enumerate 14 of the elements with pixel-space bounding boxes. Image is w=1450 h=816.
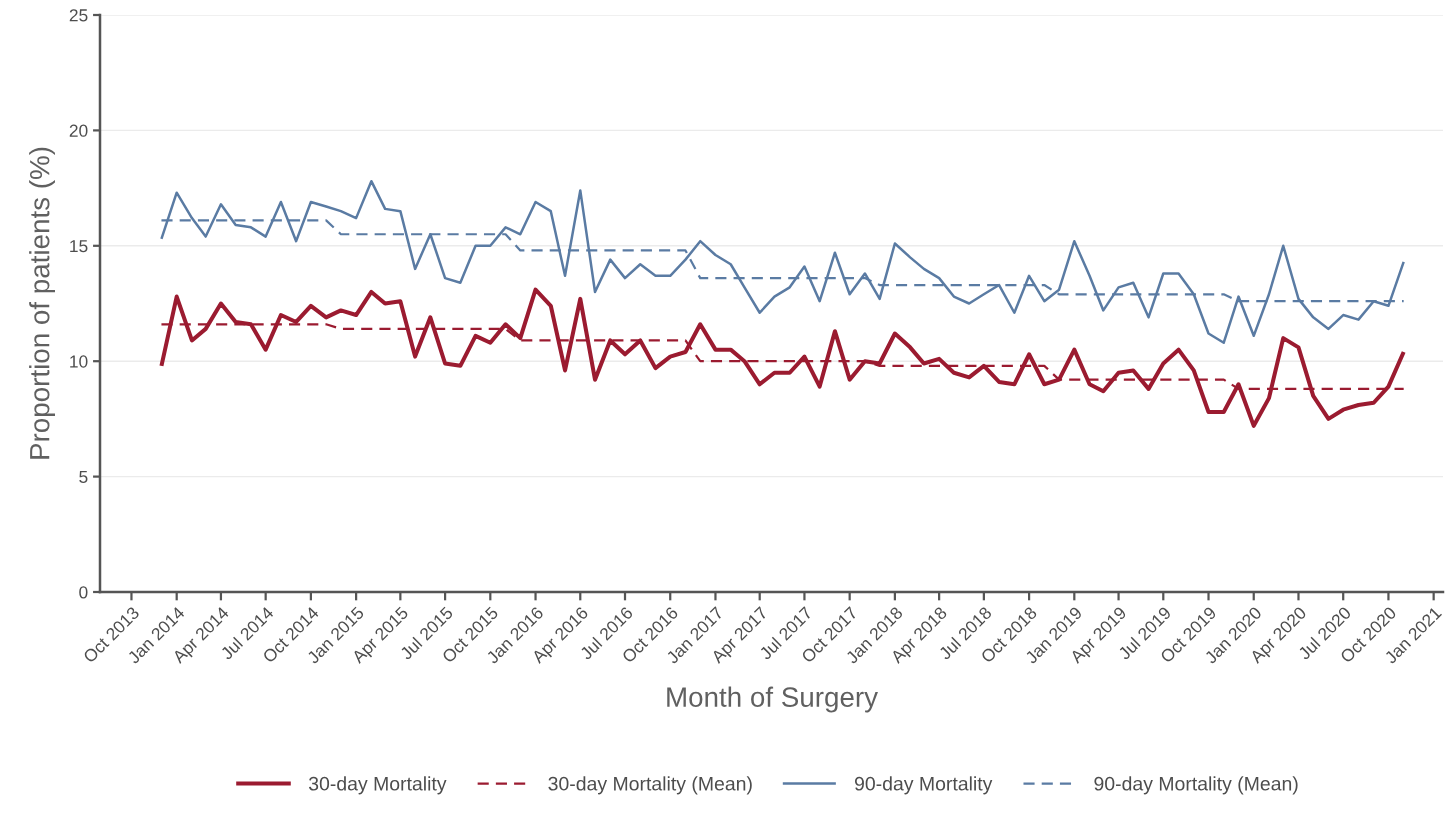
y-tick-label: 0 [79,586,88,599]
legend-label: 90-day Mortality [854,776,993,795]
x-axis-title: Month of Surgery [667,686,878,713]
legend-label: 30-day Mortality [308,776,447,795]
y-axis-title: Proportion of patients (%) [29,147,55,459]
y-tick-label: 10 [70,355,88,368]
y-tick-label: 25 [69,9,88,22]
y-tick-label: 15 [70,240,88,253]
y-tick-label: 5 [79,470,88,484]
line-series [159,287,1406,428]
legend-label: 90-day Mortality (Mean) [1094,776,1298,795]
line-series [160,179,1405,344]
legend-label: 30-day Mortality (Mean) [548,776,752,795]
y-tick-label: 20 [69,124,88,137]
